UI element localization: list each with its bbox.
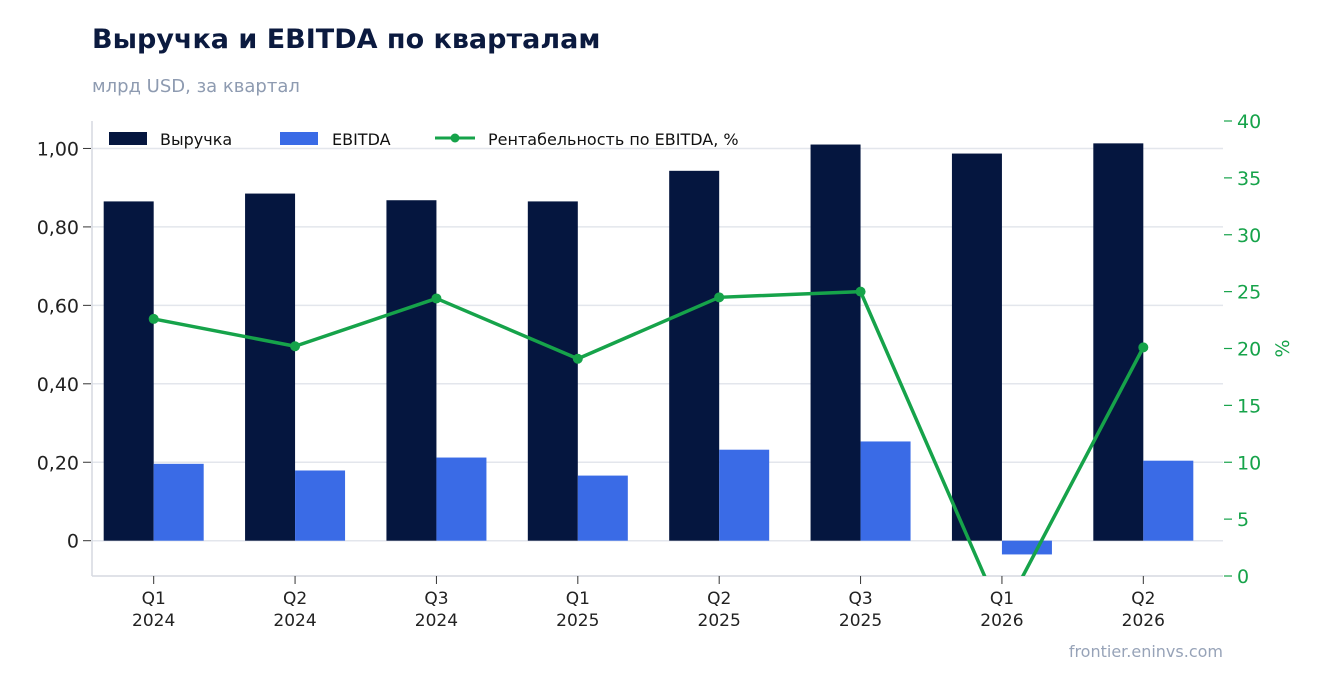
source-footer: frontier.eninvs.com xyxy=(1068,642,1223,661)
right-tick-label: 10 xyxy=(1237,452,1261,474)
legend-swatch-ebitda xyxy=(280,132,318,145)
left-tick-label: 0,20 xyxy=(37,452,79,474)
legend-swatch-revenue xyxy=(109,132,147,145)
chart-subtitle: млрд USD, за квартал xyxy=(92,76,300,97)
margin-line xyxy=(148,286,1149,576)
margin-point xyxy=(431,293,442,304)
right-tick-label: 30 xyxy=(1237,225,1261,247)
ebitda-bar xyxy=(436,457,487,541)
right-axis-label: % xyxy=(1272,339,1294,357)
x-tick-label-quarter: Q1 xyxy=(142,589,166,609)
ebitda-bar xyxy=(1001,540,1052,555)
revenue-bar xyxy=(386,200,437,541)
right-tick-label: 35 xyxy=(1237,168,1261,190)
margin-point xyxy=(1138,342,1149,353)
right-tick-label: 15 xyxy=(1237,395,1261,417)
revenue-bar xyxy=(669,170,720,541)
x-tick-label-year: 2024 xyxy=(273,611,316,631)
ebitda-bar xyxy=(153,463,204,541)
right-tick-label: 20 xyxy=(1237,339,1261,361)
margin-point xyxy=(572,353,583,364)
right-tick-label: 0 xyxy=(1237,566,1249,588)
x-tick-label-year: 2025 xyxy=(698,611,741,631)
left-tick-label: 0 xyxy=(67,531,79,553)
right-tick-label: 25 xyxy=(1237,282,1261,304)
legend: Выручка EBITDA Рентабельность по EBITDA,… xyxy=(109,130,739,149)
x-tick-label-year: 2025 xyxy=(839,611,882,631)
x-tick-label-quarter: Q2 xyxy=(283,589,307,609)
ebitda-bar xyxy=(295,470,346,541)
x-tick-label-quarter: Q2 xyxy=(707,589,731,609)
revenue-bar xyxy=(951,153,1002,541)
chart-title: Выручка и EBITDA по кварталам xyxy=(92,24,601,55)
left-tick-label: 0,80 xyxy=(37,217,79,239)
bars xyxy=(103,143,1194,555)
x-tick-label-year: 2024 xyxy=(415,611,458,631)
x-tick-label-quarter: Q2 xyxy=(1131,589,1155,609)
x-tick-label-year: 2026 xyxy=(1122,611,1165,631)
margin-point xyxy=(290,341,301,352)
x-tick-label-quarter: Q1 xyxy=(990,589,1014,609)
axes xyxy=(83,120,1232,584)
x-tick-label-year: 2026 xyxy=(980,611,1023,631)
right-tick-label: 40 xyxy=(1237,111,1261,133)
left-tick-label: 0,40 xyxy=(37,374,79,396)
revenue-bar xyxy=(527,201,578,541)
margin-point xyxy=(855,286,866,297)
x-tick-label-quarter: Q3 xyxy=(424,589,448,609)
x-tick-label-year: 2025 xyxy=(556,611,599,631)
margin-point xyxy=(148,313,159,324)
revenue-bar xyxy=(1093,143,1144,541)
revenue-bar xyxy=(810,144,861,541)
margin-point xyxy=(714,292,725,303)
legend-label-revenue: Выручка xyxy=(160,130,232,149)
left-tick-label: 1,00 xyxy=(37,138,79,160)
x-tick-label-quarter: Q3 xyxy=(848,589,872,609)
margin-line-path xyxy=(153,289,1145,576)
legend-label-ebitda: EBITDA xyxy=(332,130,391,149)
right-tick-label: 5 xyxy=(1237,509,1249,531)
ebitda-bar xyxy=(577,475,628,541)
left-tick-label: 0,60 xyxy=(37,295,79,317)
revenue-bar xyxy=(245,193,296,541)
x-tick-label-year: 2024 xyxy=(132,611,175,631)
tick-labels: 00,200,400,600,801,000510152025303540Q12… xyxy=(37,111,1262,631)
ebitda-bar xyxy=(860,441,911,541)
ebitda-bar xyxy=(719,449,770,541)
x-tick-label-quarter: Q1 xyxy=(566,589,590,609)
legend-label-margin: Рентабельность по EBITDA, % xyxy=(488,130,739,149)
revenue-bar xyxy=(103,201,154,541)
ebitda-bar xyxy=(1143,460,1194,541)
legend-marker-margin xyxy=(450,133,460,143)
